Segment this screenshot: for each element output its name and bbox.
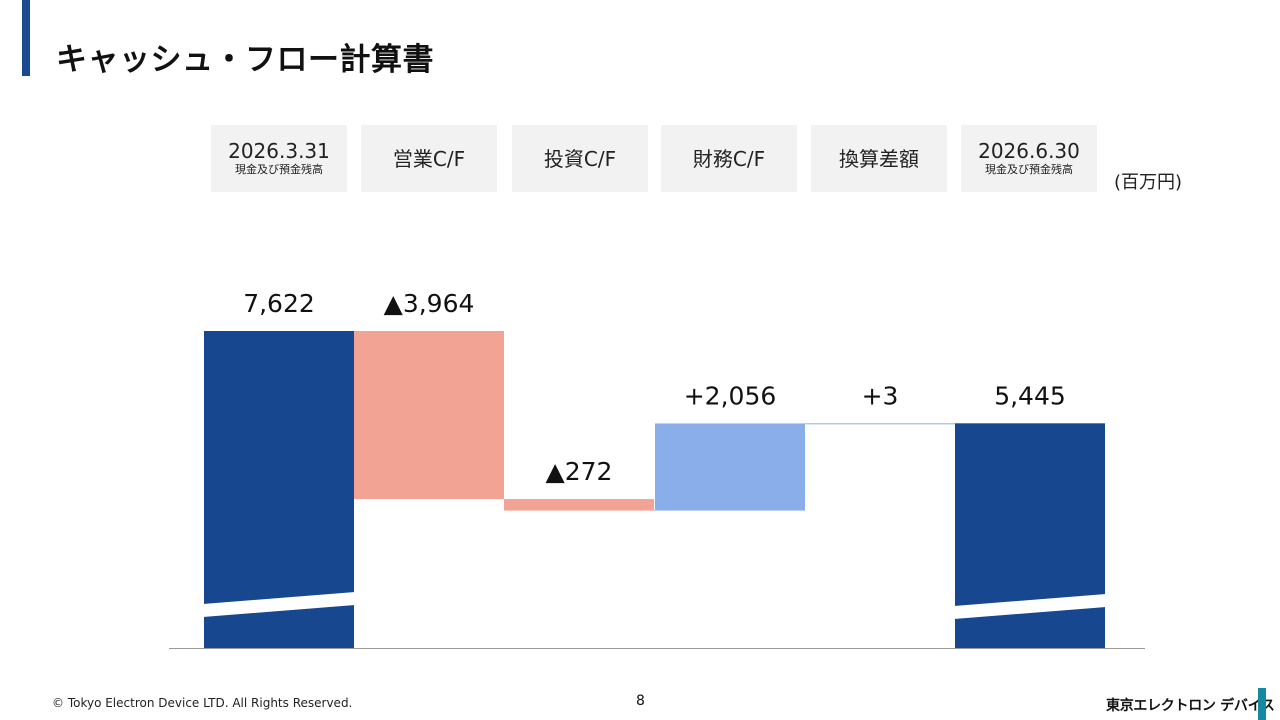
bar-delta-1 [354,331,504,500]
header-fx-difference: 換算差額 [811,125,947,192]
header-investing-label: 投資C/F [543,146,617,171]
header-opening-balance: 2026.3.31 現金及び預金残高 [211,125,347,192]
header-operating-label: 営業C/F [392,146,466,171]
bar-delta-4 [805,423,955,425]
data-label-0: 7,622 [243,289,315,318]
company-logo: 東京エレクトロン デバイス [1106,698,1275,714]
title-accent-bar [22,0,30,76]
bar-delta-2 [504,499,654,511]
axis-break-mark-5 [954,594,1106,619]
unit-label: (百万円) [1114,172,1183,193]
page-number: 8 [636,693,645,709]
header-financing-cf: 財務C/F [661,125,797,192]
header-operating-cf: 営業C/F [361,125,497,192]
bar-delta-3 [655,423,805,511]
data-label-5: 5,445 [994,381,1066,410]
header-opening-date: 2026.3.31 [228,139,330,163]
header-closing-balance: 2026.6.30 現金及び預金残高 [961,125,1097,192]
data-label-1: ▲3,964 [384,289,475,318]
footer-accent-bar [1258,688,1266,720]
data-label-4: +3 [862,381,899,410]
header-investing-cf: 投資C/F [512,125,648,192]
header-opening-caption: 現金及び預金残高 [235,163,323,176]
page-title: キャッシュ・フロー計算書 [56,42,434,78]
data-label-3: +2,056 [684,381,777,410]
header-closing-date: 2026.6.30 [978,139,1080,163]
copyright-text: © Tokyo Electron Device LTD. All Rights … [52,696,353,710]
header-fx-label: 換算差額 [839,146,919,171]
header-financing-label: 財務C/F [692,146,766,171]
axis-break-mark-0 [203,592,355,617]
data-label-2: ▲272 [546,457,613,486]
header-closing-caption: 現金及び預金残高 [985,163,1073,176]
